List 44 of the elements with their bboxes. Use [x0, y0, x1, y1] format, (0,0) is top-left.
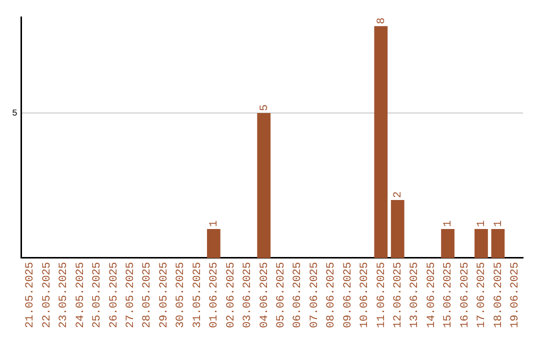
data-label: 8: [376, 17, 388, 24]
x-tick-label: 27.05.2025: [124, 262, 137, 328]
bar: [374, 26, 388, 258]
x-tick-label: 26.05.2025: [108, 262, 120, 328]
x-tick-label: 16.06.2025: [459, 262, 472, 328]
x-tick-label: 24.05.2025: [74, 262, 87, 328]
x-tick-label: 23.05.2025: [58, 262, 70, 328]
x-tick-label: 17.06.2025: [476, 262, 488, 328]
data-label: 1: [208, 220, 221, 228]
bar: [390, 200, 404, 258]
x-tick-label: 21.05.2025: [24, 262, 37, 328]
x-tick-label: 09.06.2025: [342, 262, 354, 328]
data-label: 1: [442, 220, 455, 228]
x-tick-label: 22.05.2025: [41, 262, 54, 328]
bar: [491, 229, 505, 258]
bar: [207, 229, 220, 258]
x-tick-label: 02.06.2025: [225, 262, 238, 328]
x-tick-label: 13.06.2025: [409, 262, 422, 328]
x-tick-label: 10.06.2025: [359, 262, 372, 328]
x-tick-label: 30.05.2025: [175, 262, 188, 328]
x-tick-label: 03.06.2025: [242, 262, 254, 328]
data-label: 5: [258, 104, 271, 112]
data-label: 1: [476, 220, 488, 228]
x-tick-label: 18.06.2025: [492, 262, 505, 328]
x-tick-label: 11.06.2025: [376, 262, 388, 328]
data-label: 2: [392, 191, 405, 198]
x-tick-label: 08.06.2025: [326, 262, 338, 328]
x-tick-label: 01.06.2025: [208, 262, 221, 328]
bar: [257, 113, 271, 258]
x-tick-label: 06.06.2025: [292, 262, 304, 328]
x-tick-label: 31.05.2025: [192, 262, 204, 328]
x-tick-label: 12.06.2025: [392, 262, 405, 328]
x-tick-label: 07.06.2025: [308, 262, 321, 328]
x-tick-label: 04.06.2025: [258, 262, 271, 328]
bar: [441, 229, 454, 258]
x-tick-label: 29.05.2025: [158, 262, 170, 328]
x-tick-label: 19.06.2025: [510, 262, 522, 328]
x-tick-label: 05.06.2025: [275, 262, 288, 328]
x-tick-label: 14.06.2025: [426, 262, 438, 328]
x-tick-label: 25.05.2025: [92, 262, 104, 328]
x-tick-label: 28.05.2025: [142, 262, 154, 328]
x-tick-label: 15.06.2025: [442, 262, 455, 328]
data-label: 1: [492, 220, 505, 228]
bar: [474, 229, 488, 258]
